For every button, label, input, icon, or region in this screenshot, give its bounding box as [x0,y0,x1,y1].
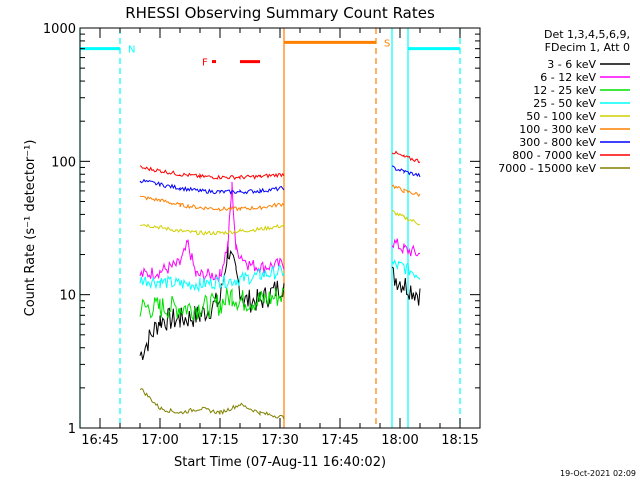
series-line [139,243,285,361]
series-line [391,210,421,226]
legend-entry-label: 800 - 7000 keV [512,149,596,162]
x-tick-label: 17:45 [321,433,358,448]
x-tick-label: 16:45 [81,433,118,448]
series-line [391,238,421,257]
annotation-label: S [384,38,390,49]
legend-entry-label: 25 - 50 keV [533,97,596,110]
annotation-layer: N S F [80,38,460,69]
series-line [391,184,421,197]
legend-entry-label: 7000 - 15000 keV [498,162,596,175]
legend-entry-label: 12 - 25 keV [533,84,596,97]
series-line [139,165,285,181]
legend-entry-label: 100 - 300 keV [519,123,596,136]
x-tick-label: 18:15 [441,433,478,448]
series-line [140,195,285,212]
y-tick-label: 10 [59,289,76,304]
series-line [139,286,285,322]
chart-title: RHESSI Observing Summary Count Rates [125,4,435,22]
series-line [139,223,285,236]
x-tick-label: 18:00 [381,433,418,448]
y-tick-label: 1 [68,422,76,437]
annotation-label: F [202,58,208,69]
legend-header: FDecim 1, Att 0 [545,41,630,54]
series-line [391,150,421,164]
plot-frame [79,27,481,429]
legend-entry-label: 3 - 6 keV [547,58,596,71]
legend-header: Det 1,3,4,5,6,9, [544,28,630,41]
x-axis: 16:45 17:00 17:15 17:30 17:45 18:00 18:15 [79,28,481,448]
series-layer [139,150,421,420]
series-line [139,388,285,420]
legend-entry-label: 6 - 12 keV [540,71,596,84]
y-axis-label: Count Rate (s⁻¹ detector⁻¹) [23,140,38,317]
x-axis-label: Start Time (07-Aug-11 16:40:02) [174,455,386,470]
series-line [391,165,421,178]
legend-entry-label: 50 - 100 keV [526,110,596,123]
series-line [391,266,421,306]
legend-entry-label: 300 - 800 keV [519,136,596,149]
x-tick-label: 17:15 [201,433,238,448]
footer-timestamp: 19-Oct-2021 02:09 [560,469,636,478]
series-line [139,264,285,293]
annotation-label: N [128,45,135,56]
y-tick-label: 1000 [43,22,76,37]
x-tick-label: 17:00 [141,433,178,448]
y-tick-label: 100 [51,155,76,170]
series-line [391,259,421,280]
x-tick-label: 17:30 [261,433,298,448]
series-line [139,181,285,282]
legend: Det 1,3,4,5,6,9,FDecim 1, Att 0 3 - 6 keV… [498,28,630,175]
series-line [139,178,285,195]
y-axis: 1 10 100 1000 [43,22,480,437]
